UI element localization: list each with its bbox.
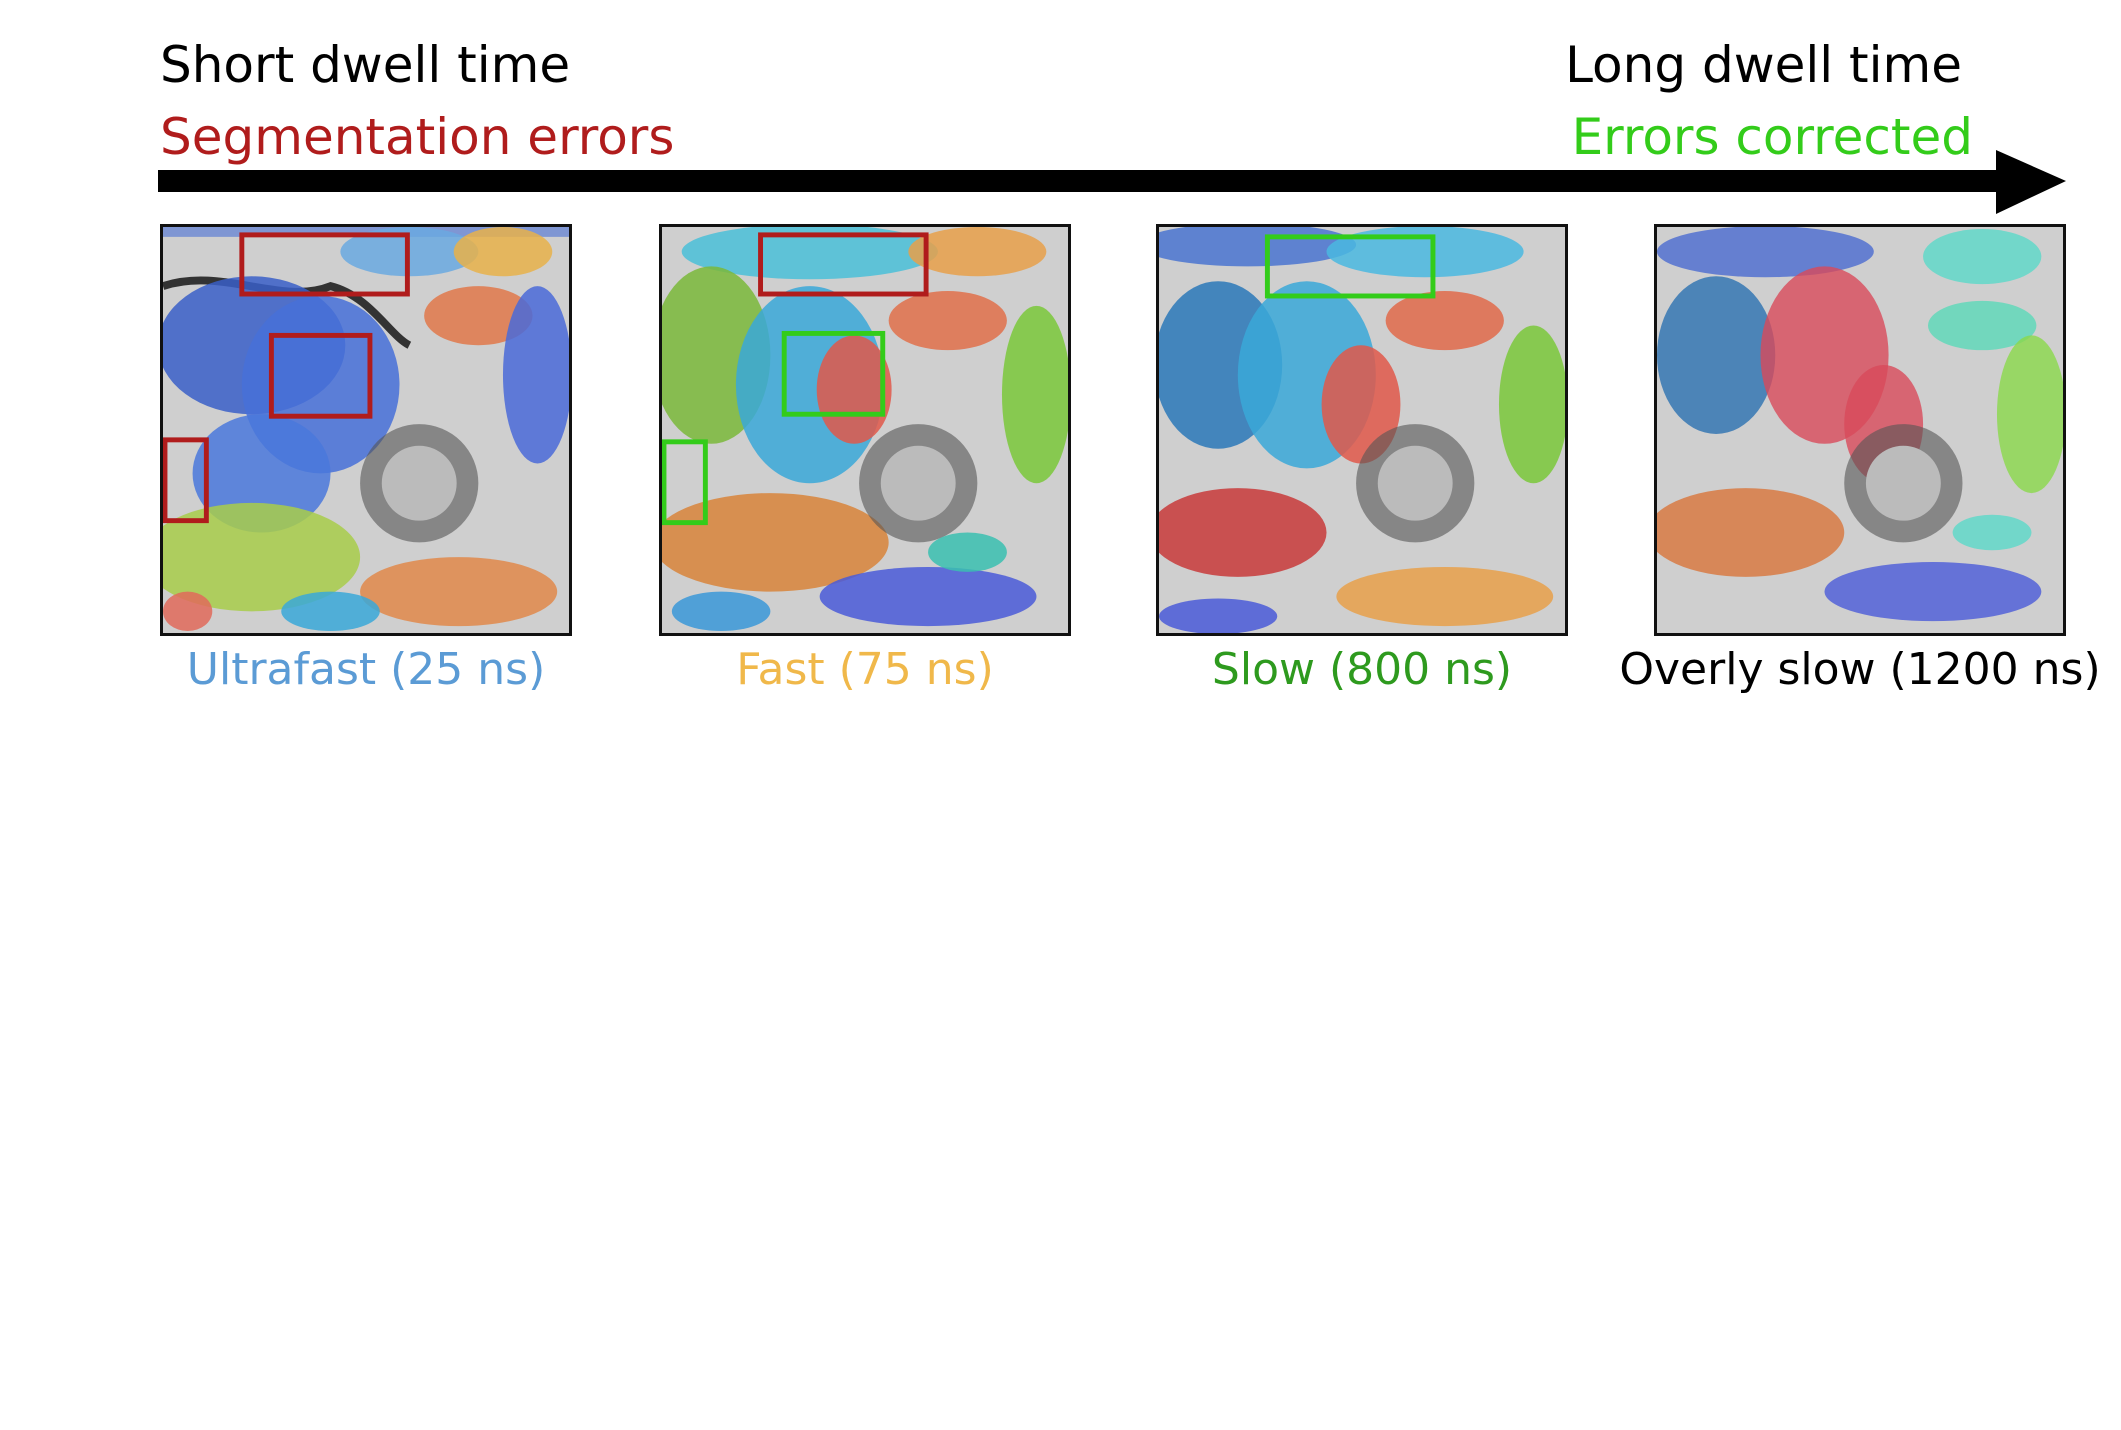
dwell-time-arrow <box>158 150 2066 214</box>
em-segmentation-panel-slow <box>1156 224 1568 636</box>
caption-overly-slow: Overly slow (1200 ns) <box>1619 644 2101 695</box>
em-segmentation-panel-fast <box>659 224 1071 636</box>
segmentation-errors-label: Segmentation errors <box>160 108 675 166</box>
caption-ultrafast: Ultrafast (25 ns) <box>186 644 546 695</box>
em-segmentation-panel-overly-slow <box>1654 224 2066 636</box>
em-segmentation-panel-ultrafast <box>160 224 572 636</box>
errors-corrected-label: Errors corrected <box>1571 108 1973 166</box>
caption-slow: Slow (800 ns) <box>1211 644 1513 695</box>
long-dwell-time-label: Long dwell time <box>1565 36 1962 94</box>
caption-fast: Fast (75 ns) <box>736 644 994 695</box>
short-dwell-time-label: Short dwell time <box>160 36 571 94</box>
